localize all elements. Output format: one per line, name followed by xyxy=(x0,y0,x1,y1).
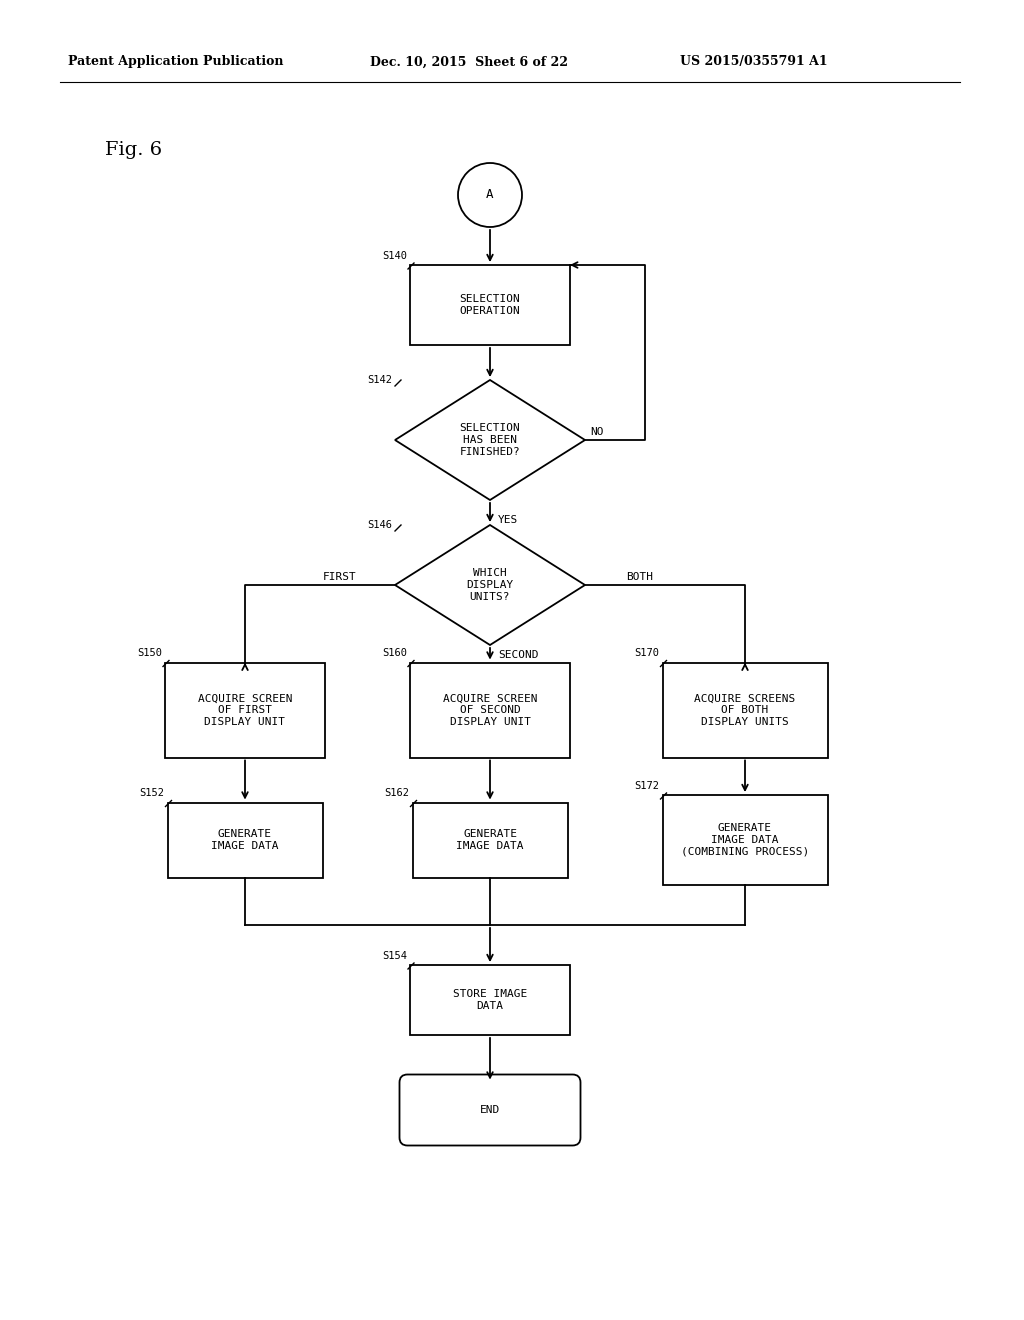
Text: Patent Application Publication: Patent Application Publication xyxy=(68,55,284,69)
Bar xyxy=(663,663,827,758)
Text: GENERATE
IMAGE DATA: GENERATE IMAGE DATA xyxy=(457,829,523,851)
Text: WHICH
DISPLAY
UNITS?: WHICH DISPLAY UNITS? xyxy=(466,569,514,602)
Bar xyxy=(165,663,325,758)
Text: S154: S154 xyxy=(382,950,407,961)
Text: BOTH: BOTH xyxy=(627,572,653,582)
Text: NO: NO xyxy=(590,426,603,437)
Text: S170: S170 xyxy=(635,648,659,659)
Text: GENERATE
IMAGE DATA
(COMBINING PROCESS): GENERATE IMAGE DATA (COMBINING PROCESS) xyxy=(681,824,809,857)
Text: YES: YES xyxy=(498,515,518,525)
Text: FIRST: FIRST xyxy=(324,572,357,582)
Bar xyxy=(410,663,570,758)
Text: GENERATE
IMAGE DATA: GENERATE IMAGE DATA xyxy=(211,829,279,851)
Text: SELECTION
HAS BEEN
FINISHED?: SELECTION HAS BEEN FINISHED? xyxy=(460,424,520,457)
Text: S146: S146 xyxy=(367,520,392,531)
Text: S152: S152 xyxy=(139,788,165,799)
Text: ACQUIRE SCREEN
OF FIRST
DISPLAY UNIT: ACQUIRE SCREEN OF FIRST DISPLAY UNIT xyxy=(198,693,292,726)
Text: SELECTION
OPERATION: SELECTION OPERATION xyxy=(460,294,520,315)
Bar xyxy=(663,795,827,884)
Bar xyxy=(410,965,570,1035)
Text: Dec. 10, 2015  Sheet 6 of 22: Dec. 10, 2015 Sheet 6 of 22 xyxy=(370,55,568,69)
Text: S142: S142 xyxy=(367,375,392,385)
Text: Fig. 6: Fig. 6 xyxy=(105,141,162,158)
Text: END: END xyxy=(480,1105,500,1115)
Text: A: A xyxy=(486,189,494,202)
Bar xyxy=(410,265,570,345)
Text: S162: S162 xyxy=(384,788,410,799)
Text: S140: S140 xyxy=(382,251,407,261)
Text: SECOND: SECOND xyxy=(498,649,539,660)
Text: ACQUIRE SCREENS
OF BOTH
DISPLAY UNITS: ACQUIRE SCREENS OF BOTH DISPLAY UNITS xyxy=(694,693,796,726)
Text: S172: S172 xyxy=(635,781,659,791)
Bar xyxy=(168,803,323,878)
Text: S150: S150 xyxy=(137,648,162,659)
Text: ACQUIRE SCREEN
OF SECOND
DISPLAY UNIT: ACQUIRE SCREEN OF SECOND DISPLAY UNIT xyxy=(442,693,538,726)
Text: S160: S160 xyxy=(382,648,407,659)
Text: STORE IMAGE
DATA: STORE IMAGE DATA xyxy=(453,989,527,1011)
Text: US 2015/0355791 A1: US 2015/0355791 A1 xyxy=(680,55,827,69)
Bar xyxy=(413,803,567,878)
